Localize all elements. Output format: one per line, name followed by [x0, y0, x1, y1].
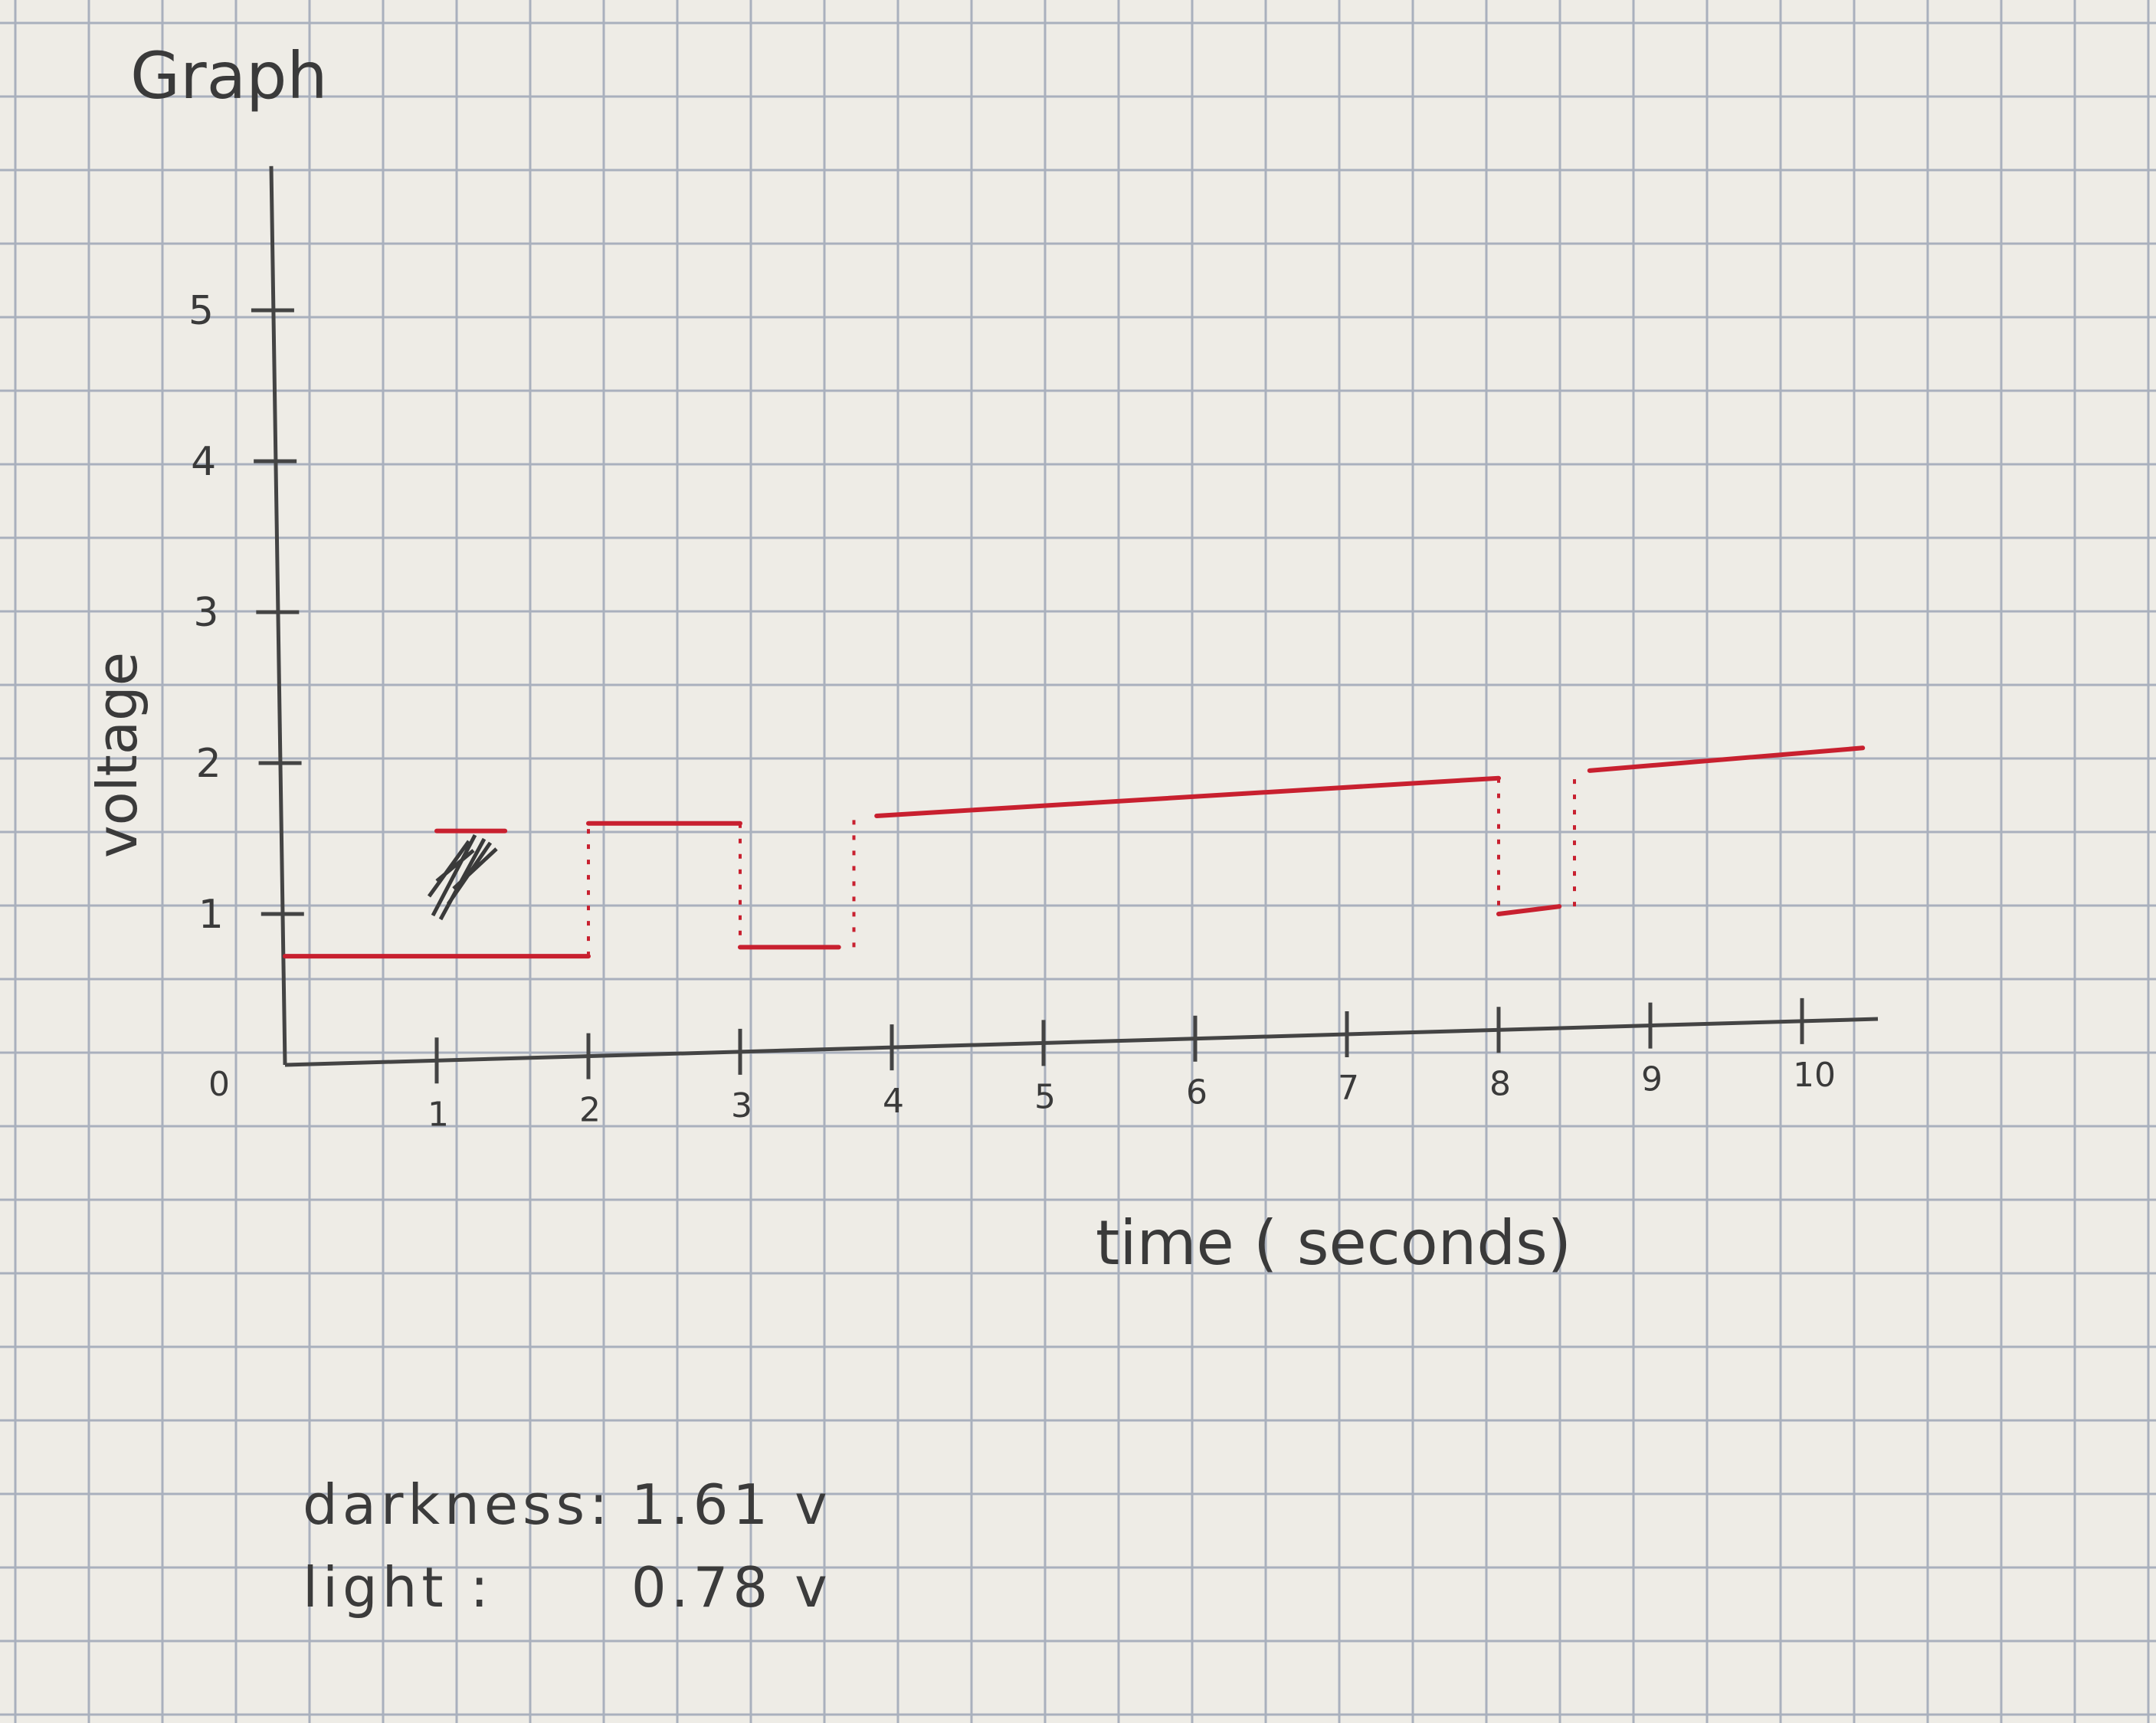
x-tick-label: 7	[1338, 1069, 1359, 1108]
x-tick-label: 6	[1186, 1073, 1207, 1112]
scribble-mark	[427, 834, 498, 921]
y-axis	[269, 165, 287, 1066]
voltage-series	[283, 745, 1866, 959]
note-darkness: darkness: 1.61 v	[303, 1463, 832, 1546]
voltage-segment	[874, 775, 1501, 818]
voltage-segment	[1587, 745, 1866, 773]
voltage-segment	[1496, 904, 1562, 916]
axes	[269, 165, 1879, 1067]
y-tick-label: 2	[196, 741, 221, 787]
x-tick-label: 3	[731, 1086, 752, 1125]
x-axis	[284, 1017, 1879, 1067]
note-light: light : 0.78 v	[303, 1546, 832, 1629]
y-tick-label: 4	[191, 439, 216, 485]
x-tick-label: 0	[208, 1065, 230, 1104]
x-tick-label: 10	[1793, 1056, 1836, 1095]
x-tick-label: 9	[1641, 1060, 1663, 1099]
y-tick-label: 3	[193, 590, 218, 636]
y-tick-label: 1	[198, 892, 224, 938]
note-darkness-value: 1.61 v	[631, 1472, 832, 1537]
ticks: 0 1 2 3 4 5 6 7 8 9 10 1 2 3 4 5	[188, 288, 1836, 1134]
x-tick-label: 8	[1489, 1064, 1511, 1103]
x-tick-label: 1	[428, 1095, 449, 1134]
chart-title: Graph	[130, 38, 328, 113]
x-tick-label: 4	[883, 1082, 904, 1121]
note-light-label: light :	[303, 1555, 493, 1620]
y-tick-label: 5	[188, 288, 214, 334]
note-darkness-label: darkness:	[303, 1472, 613, 1537]
note-light-value: 0.78 v	[631, 1555, 832, 1620]
x-axis-label: time ( seconds)	[1096, 1207, 1571, 1279]
x-tick-label: 2	[579, 1091, 601, 1130]
x-tick-label: 5	[1034, 1077, 1056, 1116]
measurement-notes: darkness: 1.61 v light : 0.78 v	[303, 1463, 832, 1629]
y-axis-label: voltage	[85, 652, 149, 858]
